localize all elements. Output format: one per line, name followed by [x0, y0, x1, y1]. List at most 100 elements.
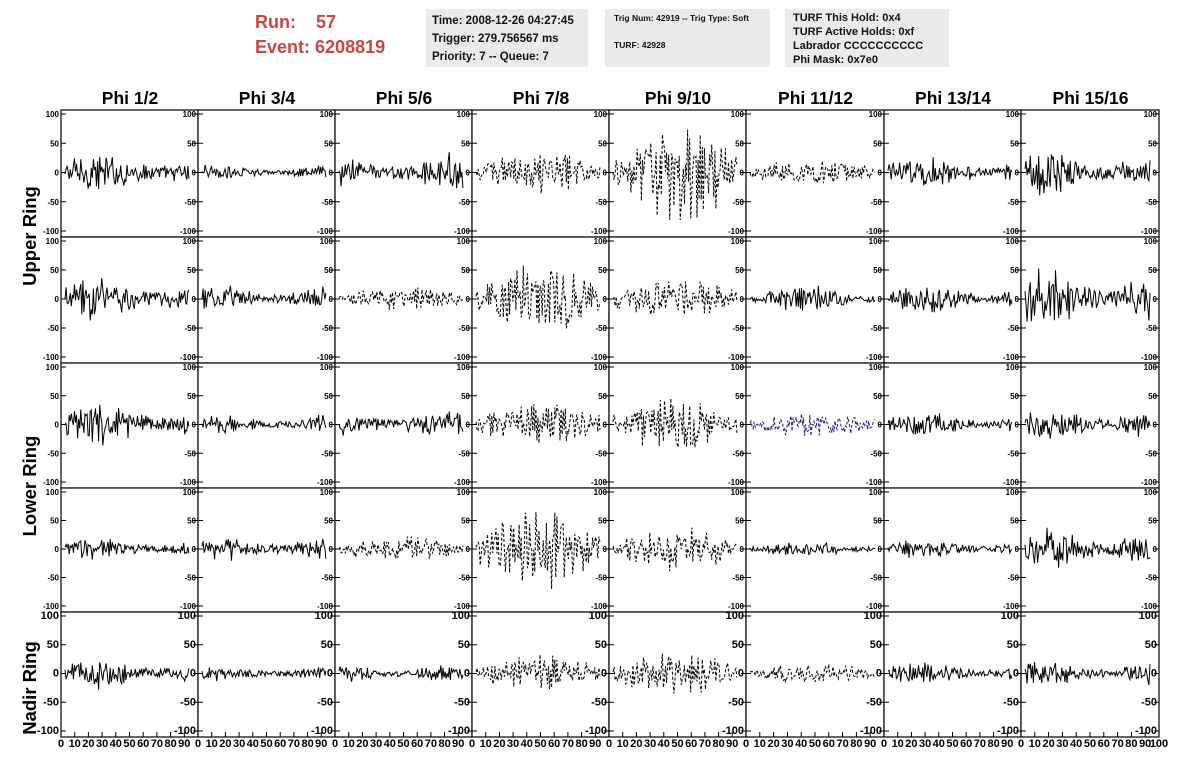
y-tick-label-right: -50 — [1141, 696, 1157, 708]
y-tick-label-right: -100 — [866, 353, 883, 362]
y-tick-label-right: 100 — [1001, 610, 1019, 622]
x-tick-label: 90 — [726, 738, 738, 750]
y-tick-label-right: 50 — [870, 639, 882, 651]
y-tick-label-right: 50 — [187, 139, 196, 148]
event-label: Event: — [255, 37, 311, 57]
x-tick-label: 50 — [671, 738, 683, 750]
y-tick-label: 0 — [53, 668, 59, 680]
y-tick-label-right: 0 — [603, 421, 608, 430]
waveform-trace — [1024, 268, 1151, 322]
panel-frame — [745, 109, 885, 238]
y-tick-label-right: -50 — [870, 198, 882, 207]
priority-text: Priority: 7 -- Queue: 7 — [432, 51, 549, 63]
x-tick-label: 10 — [206, 738, 218, 750]
x-tick-label: 0 — [195, 738, 201, 750]
run-value: 57 — [316, 12, 337, 32]
y-tick-label-right: 0 — [603, 545, 608, 554]
y-tick-label-right: 50 — [873, 139, 882, 148]
y-tick-label-right: 0 — [876, 668, 882, 680]
panel-r4-c3: 100 50 0 -50 -100 — [334, 487, 473, 613]
x-tick-label: 90 — [315, 738, 327, 750]
panel-r3-c1: 100 100 50 50 0 0 -50 -50 -100 -100 — [43, 362, 199, 489]
waveform-trace — [338, 536, 464, 559]
y-tick-label-right: 100 — [1006, 237, 1020, 246]
y-tick-label-right: -100 — [317, 602, 334, 611]
panel-r2-c4: 100 50 0 -50 -100 — [471, 236, 610, 364]
y-tick-label-right: 0 — [466, 545, 471, 554]
y-tick-label-right: 50 — [873, 517, 882, 526]
y-tick-label-right: -100 — [180, 227, 197, 236]
y-tick-label-right: 50 — [184, 639, 196, 651]
y-tick-label-right: 100 — [320, 110, 334, 119]
y-tick-label-right: 0 — [1151, 668, 1157, 680]
y-tick-label-right: -50 — [595, 324, 607, 333]
waveform-trace — [338, 152, 464, 189]
x-tick-label: 90 — [178, 738, 190, 750]
x-tick-label: 70 — [836, 738, 848, 750]
panel-r1-c5: 100 50 0 -50 -100 — [608, 109, 747, 238]
y-tick-label-right: -100 — [866, 478, 883, 487]
y-tick-label-right: -100 — [997, 725, 1019, 737]
panel-r2-c1: 100 100 50 50 0 0 -50 -50 -100 -100 — [43, 236, 199, 364]
x-tick-label: 10 — [617, 738, 629, 750]
panel-frame — [608, 109, 747, 238]
y-tick-label-right: 0 — [329, 295, 334, 304]
y-tick-label-right: -100 — [728, 602, 745, 611]
y-tick-label-right: -50 — [595, 198, 607, 207]
y-tick-label-right: 0 — [1153, 295, 1158, 304]
y-tick-label-right: 0 — [878, 421, 883, 430]
x-tick-label: 50 — [534, 738, 546, 750]
column-header-8: Phi 15/16 — [1052, 88, 1129, 108]
y-tick-label-right: 0 — [1015, 295, 1020, 304]
x-tick-label: 20 — [82, 738, 94, 750]
waveform-trace — [201, 414, 327, 435]
panel-frame — [334, 487, 473, 613]
y-tick-label: -100 — [43, 602, 60, 611]
x-tick-label: 80 — [164, 738, 176, 750]
y-tick-label-right: -50 — [870, 574, 882, 583]
y-tick-label-right: -50 — [321, 324, 333, 333]
x-tick-label: 60 — [137, 738, 149, 750]
waveform-trace — [201, 667, 327, 682]
y-tick-label-right: 100 — [731, 237, 745, 246]
y-tick-label-right: -50 — [1007, 449, 1019, 458]
y-tick-label-right: -100 — [317, 353, 334, 362]
y-tick-label-right: -50 — [458, 324, 470, 333]
x-tick-label: 70 — [425, 738, 437, 750]
y-tick-label-right: 0 — [1153, 169, 1158, 178]
waveform-trace — [749, 160, 876, 184]
y-tick-label-right: 0 — [329, 421, 334, 430]
x-tick-label: 10 — [480, 738, 492, 750]
waveform-trace — [64, 662, 190, 690]
waveform-trace — [475, 654, 601, 690]
y-tick-label-right: -100 — [180, 602, 197, 611]
y-tick-label-right: -50 — [458, 198, 470, 207]
waveform-trace — [749, 285, 876, 311]
y-tick-label-right: 100 — [183, 488, 197, 497]
x-tick-label: 0 — [332, 738, 338, 750]
y-tick-label-right: 100 — [594, 237, 608, 246]
y-tick-label: -100 — [37, 725, 59, 737]
y-tick-label-right: 0 — [603, 169, 608, 178]
y-tick-label-right: 50 — [1007, 639, 1019, 651]
y-tick-label-right: 0 — [329, 545, 334, 554]
y-tick-label: -50 — [47, 574, 59, 583]
waveform-trace — [749, 541, 876, 556]
y-tick-label: 0 — [55, 169, 60, 178]
x-tick-label: 10 — [892, 738, 904, 750]
waveform-trace — [201, 164, 327, 179]
waveform-trace — [64, 539, 190, 560]
y-tick-label-right: -100 — [1141, 478, 1158, 487]
y-tick-label-right: 50 — [598, 392, 607, 401]
column-header-6: Phi 11/12 — [778, 88, 853, 108]
waveform-trace — [887, 287, 1013, 313]
x-tick-label: 20 — [1042, 738, 1054, 750]
turf-active-holds: TURF Active Holds: 0xf — [793, 26, 915, 38]
x-tick-label: 10 — [69, 738, 81, 750]
y-tick-label-right: 50 — [1010, 139, 1019, 148]
x-tick-label: 30 — [644, 738, 656, 750]
y-tick-label-right: 50 — [1148, 517, 1157, 526]
panel-r4-c8: 100 50 0 -50 -100 — [1020, 487, 1160, 613]
y-tick-label-right: 100 — [594, 110, 608, 119]
